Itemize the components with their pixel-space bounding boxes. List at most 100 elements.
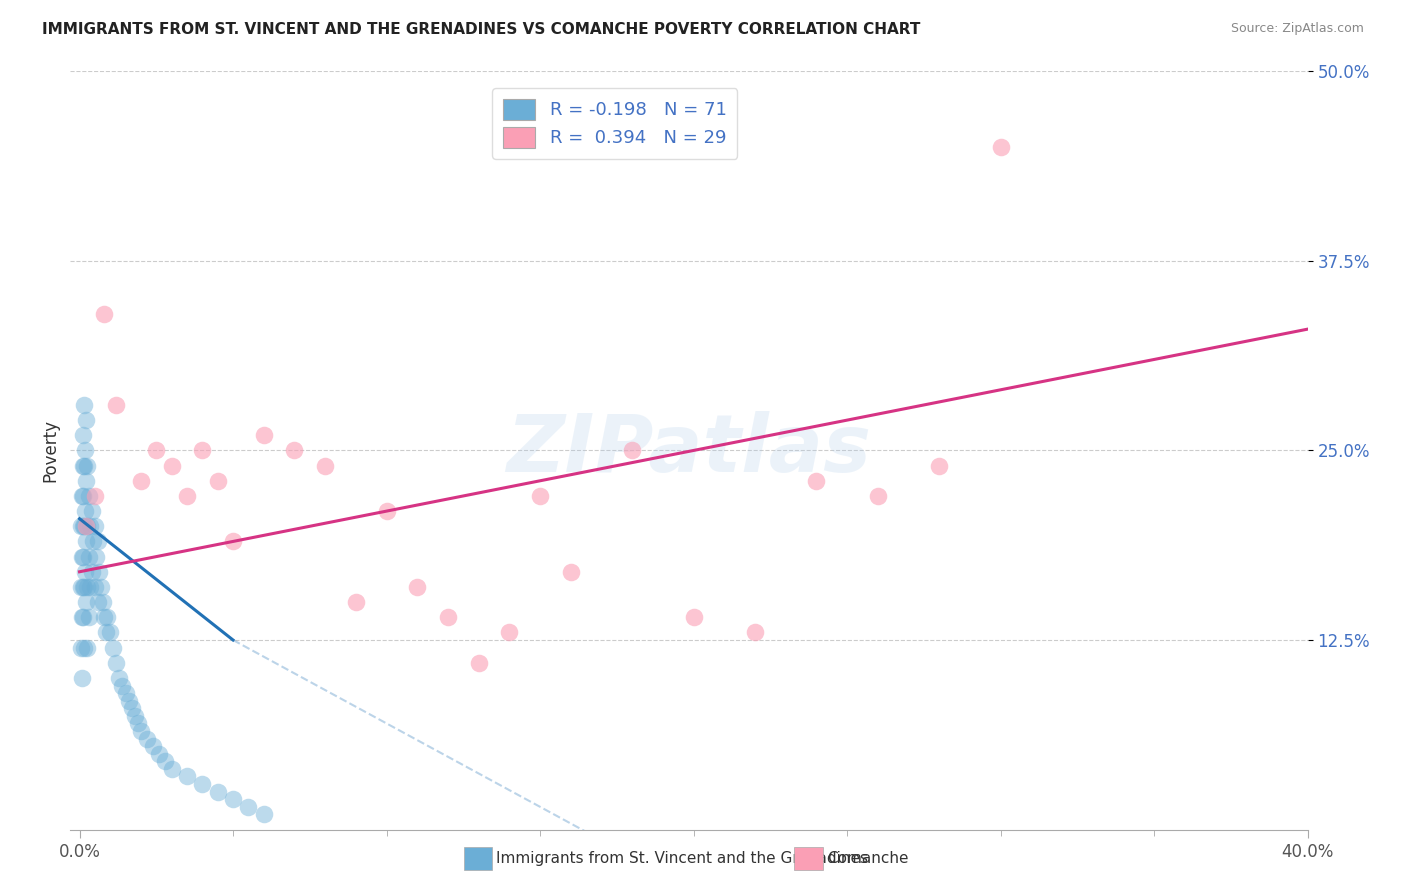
Point bbox=[90, 580, 112, 594]
Text: Immigrants from St. Vincent and the Grenadines: Immigrants from St. Vincent and the Gren… bbox=[496, 852, 869, 866]
Point bbox=[176, 769, 198, 784]
Point bbox=[73, 458, 96, 473]
Legend: R = -0.198   N = 71, R =  0.394   N = 29: R = -0.198 N = 71, R = 0.394 N = 29 bbox=[492, 88, 737, 159]
Point bbox=[94, 625, 117, 640]
Point bbox=[806, 474, 828, 488]
Point bbox=[72, 580, 94, 594]
Point bbox=[744, 625, 766, 640]
Point bbox=[75, 413, 97, 427]
Point bbox=[129, 724, 152, 739]
Point bbox=[75, 595, 97, 609]
Point bbox=[467, 656, 489, 670]
Point bbox=[73, 640, 96, 655]
Point bbox=[191, 443, 214, 458]
Point bbox=[238, 800, 260, 814]
Point bbox=[75, 519, 97, 533]
Point bbox=[222, 792, 245, 806]
Point bbox=[72, 519, 94, 533]
Point bbox=[82, 534, 104, 549]
Point bbox=[93, 307, 115, 321]
Point bbox=[76, 458, 98, 473]
Point bbox=[344, 595, 367, 609]
Point bbox=[103, 640, 125, 655]
Point bbox=[155, 755, 177, 769]
Point bbox=[75, 474, 97, 488]
Point bbox=[253, 428, 276, 442]
Point bbox=[148, 747, 170, 761]
Point bbox=[89, 565, 111, 579]
Point bbox=[70, 640, 93, 655]
Point bbox=[83, 519, 105, 533]
Point bbox=[73, 504, 96, 518]
Point bbox=[70, 671, 93, 685]
Point bbox=[73, 580, 96, 594]
Point bbox=[105, 656, 128, 670]
Point bbox=[866, 489, 889, 503]
Point bbox=[83, 580, 105, 594]
Point bbox=[96, 610, 118, 624]
Point bbox=[73, 565, 96, 579]
Point bbox=[73, 443, 96, 458]
Text: ZIPatlas: ZIPatlas bbox=[506, 411, 872, 490]
Point bbox=[80, 504, 103, 518]
Point bbox=[70, 580, 93, 594]
Point bbox=[111, 678, 134, 692]
Y-axis label: Poverty: Poverty bbox=[41, 419, 59, 482]
Point bbox=[207, 785, 229, 799]
Point bbox=[73, 398, 96, 412]
Text: Source: ZipAtlas.com: Source: ZipAtlas.com bbox=[1230, 22, 1364, 36]
Point bbox=[129, 474, 152, 488]
Point bbox=[191, 777, 214, 791]
Point bbox=[72, 610, 94, 624]
Point bbox=[70, 549, 93, 564]
Point bbox=[375, 504, 398, 518]
Point bbox=[108, 671, 131, 685]
Point bbox=[70, 489, 93, 503]
Point bbox=[70, 610, 93, 624]
Point bbox=[105, 398, 128, 412]
Point bbox=[114, 686, 136, 700]
Point bbox=[136, 731, 159, 746]
Point bbox=[990, 140, 1012, 154]
Point bbox=[314, 458, 336, 473]
Point bbox=[70, 519, 93, 533]
Point bbox=[72, 549, 94, 564]
Point bbox=[80, 565, 103, 579]
Point bbox=[160, 762, 183, 776]
Point bbox=[76, 580, 98, 594]
Point bbox=[253, 807, 276, 822]
Point bbox=[93, 610, 115, 624]
Point bbox=[79, 519, 101, 533]
Point bbox=[76, 519, 98, 533]
Point bbox=[72, 458, 94, 473]
Point bbox=[498, 625, 520, 640]
Point bbox=[77, 610, 100, 624]
Point bbox=[406, 580, 429, 594]
Point bbox=[682, 610, 704, 624]
Point bbox=[83, 489, 105, 503]
Point bbox=[73, 519, 96, 533]
Point bbox=[560, 565, 582, 579]
Point bbox=[222, 534, 245, 549]
Point bbox=[145, 443, 167, 458]
Point bbox=[529, 489, 551, 503]
Point bbox=[87, 595, 110, 609]
Point bbox=[86, 549, 108, 564]
Point bbox=[207, 474, 229, 488]
Point bbox=[142, 739, 165, 753]
Point bbox=[77, 489, 100, 503]
Point bbox=[72, 489, 94, 503]
Point bbox=[79, 580, 101, 594]
Point bbox=[117, 694, 139, 708]
Point bbox=[91, 595, 114, 609]
Point bbox=[283, 443, 305, 458]
Point bbox=[77, 549, 100, 564]
Point bbox=[928, 458, 950, 473]
Point bbox=[75, 534, 97, 549]
Point bbox=[127, 716, 149, 731]
Point bbox=[121, 701, 143, 715]
Text: IMMIGRANTS FROM ST. VINCENT AND THE GRENADINES VS COMANCHE POVERTY CORRELATION C: IMMIGRANTS FROM ST. VINCENT AND THE GREN… bbox=[42, 22, 921, 37]
Point bbox=[76, 640, 98, 655]
Point bbox=[72, 428, 94, 442]
Point bbox=[437, 610, 460, 624]
